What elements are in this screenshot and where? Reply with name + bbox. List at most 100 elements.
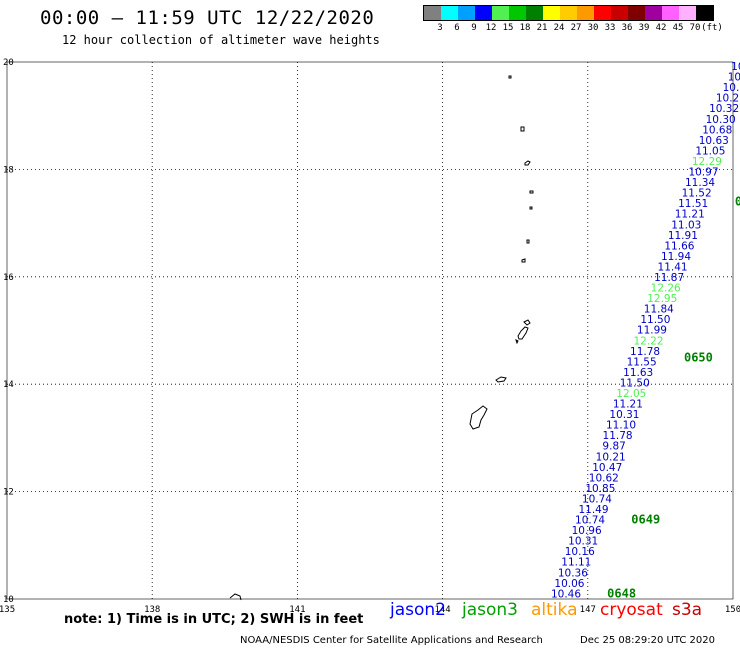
satellite-name: altika [531,600,578,620]
legend-swatch [509,6,526,20]
legend-swatch [492,6,509,20]
legend-swatch [577,6,594,20]
y-tick-label: 14 [3,380,14,390]
wave-height-value: 10.30 [706,114,736,126]
wave-height-value: 10.63 [699,135,729,147]
wave-height-value: 10.36 [558,567,588,579]
legend-swatch [543,6,560,20]
island-outline [520,126,525,132]
wave-height-value: 12.95 [647,293,677,305]
wave-height-value: 11.50 [640,314,670,326]
island-outline [469,405,488,430]
wave-height-value: 10.16 [565,546,595,558]
time-marker: 0648 [607,586,636,600]
legend-label: 6 [454,23,460,33]
wave-height-value: 10.74 [582,493,612,505]
wave-height-value: 11.87 [654,272,684,284]
legend-label: 18 [519,23,531,33]
wave-height-value: 11.63 [623,367,653,379]
wave-height-value: 11.21 [675,209,705,221]
time-marker: 0649 [631,512,660,526]
island-outline [529,190,534,194]
legend-label: 21 [536,23,548,33]
wave-height-value: 11.94 [661,251,691,263]
page-subtitle: 12 hour collection of altimeter wave hei… [62,33,380,47]
legend-labels: 3 6 9 12 15 18 21 24 27 30 33 36 39 42 45 70 (ft) [423,21,723,33]
wave-height-value: 11.66 [664,240,694,252]
wave-height-value: 11.03 [671,219,701,231]
x-tick-label: 141 [289,605,305,615]
legend-swatch [696,6,713,20]
wave-height-value: 11.05 [695,145,725,157]
island-outline [508,75,512,79]
wave-height-value: 11.78 [630,346,660,358]
legend-swatch [441,6,458,20]
legend-swatch [526,6,543,20]
island-outline [495,376,507,383]
map-grid [7,62,733,599]
island-outlines [229,75,534,601]
x-tick-label: 144 [434,605,450,615]
wave-height-value: 11.99 [637,325,667,337]
island-outline [524,160,531,166]
wave-height-value: 10.47 [592,462,622,474]
wave-height-value: 10.31 [568,536,598,548]
wave-height-value: 11.78 [603,430,633,442]
island-outline [515,339,519,345]
wave-height-value: 11.51 [678,198,708,210]
y-tick-label: 20 [3,58,14,68]
wave-height-value: 10.31 [609,409,639,421]
wave-height-value: 11.50 [620,377,650,389]
time-marker: 0650 [684,351,713,365]
wave-height-value: 11.55 [627,356,657,368]
wave-height-value: 11.52 [682,188,712,200]
credit-text: NOAA/NESDIS Center for Satellite Applica… [240,635,543,646]
map-frame [6,61,734,600]
wave-height-value: 12.05 [616,388,646,400]
legend-label: 36 [621,23,633,33]
y-tick-label: 18 [3,165,14,175]
satellite-name: cryosat [600,600,663,620]
legend-swatch [628,6,645,20]
wave-height-value: 10.96 [572,525,602,537]
legend-label: 33 [604,23,616,33]
wave-height-value: 10.32 [709,103,739,115]
legend-label: 30 [587,23,599,33]
wave-height-value: 10.2 [716,93,739,105]
satellite-name: jason2 [390,600,446,620]
wave-height-value: 12.22 [633,335,663,347]
wave-height-value: 11.21 [613,399,643,411]
island-outline [521,258,526,263]
island-outline [526,239,530,244]
legend-label: 70 [689,23,701,33]
legend-label: 15 [502,23,514,33]
wave-height-value: 10.74 [575,515,605,527]
wave-height-value: 9.87 [602,441,625,453]
wave-height-value: 11.49 [578,504,608,516]
legend-label: 24 [553,23,565,33]
legend-swatch [645,6,662,20]
legend-swatch [458,6,475,20]
wave-height-value: 11.34 [685,177,715,189]
x-tick-label: 138 [144,605,160,615]
legend-label: 42 [655,23,667,33]
wave-height-value: 10.06 [554,578,584,590]
satellite-name: jason3 [462,600,518,620]
legend-swatches [423,5,714,21]
wave-height-value: 10.21 [596,451,626,463]
wave-height-value: 12.26 [651,283,681,295]
legend-swatch [679,6,696,20]
wave-height-value: 10.62 [589,472,619,484]
y-tick-label: 16 [3,273,14,283]
wave-height-value: 11.91 [668,230,698,242]
wave-height-value: 10.97 [688,167,718,179]
wave-height-value: 10 [731,61,740,73]
axis-ticks: 135 138 141 144 147 150 20 18 16 14 12 10 [0,58,740,615]
wave-height-value: 10 [728,72,740,84]
satellite-track: 10.4610.0610.3611.1110.1610.3110.9610.74… [551,61,740,600]
x-tick-label: 135 [0,605,15,615]
timestamp-text: Dec 25 08:29:20 UTC 2020 [580,635,715,646]
legend-label: 9 [471,23,477,33]
wave-height-value: 11.41 [658,261,688,273]
